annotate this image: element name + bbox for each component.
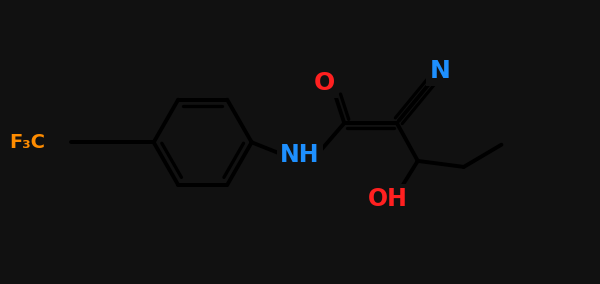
Text: OH: OH	[368, 187, 408, 211]
Text: O: O	[313, 71, 335, 95]
Text: F₃C: F₃C	[10, 133, 46, 152]
Text: NH: NH	[280, 143, 320, 167]
Text: N: N	[430, 59, 451, 83]
